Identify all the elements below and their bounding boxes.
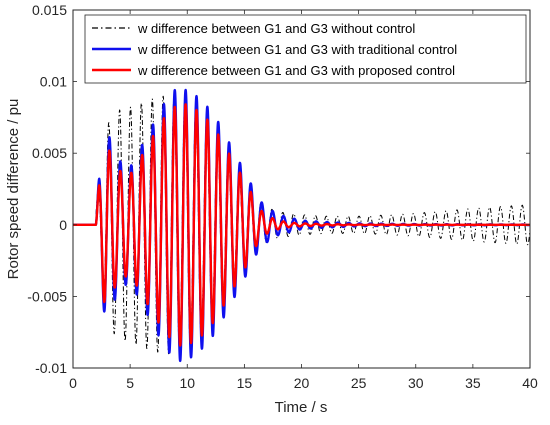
legend-box: [84, 14, 527, 84]
legend-label-proposed-control: w difference between G1 and G3 with prop…: [137, 63, 455, 78]
legend-label-traditional-control: w difference between G1 and G3 with trad…: [137, 42, 457, 57]
legend-label-without-control: w difference between G1 and G3 without c…: [137, 21, 415, 36]
y-tick-label: -0.005: [27, 288, 67, 304]
series-layer: [71, 88, 532, 363]
x-tick-label: 25: [351, 375, 367, 391]
tick-layer: 0 5 10 15 20 25 30 35 40 -0.01 -0.005 0 0.005 0.01 0.0…: [27, 2, 538, 391]
legend: w difference between G1 and G3 without c…: [84, 14, 527, 84]
series-line-proposed-control: [71, 103, 532, 347]
x-tick-label: 15: [237, 375, 253, 391]
x-tick-label: 35: [465, 375, 481, 391]
x-tick-label: 5: [126, 375, 134, 391]
y-tick-label: 0: [59, 217, 67, 233]
x-tick-label: 20: [294, 375, 310, 391]
y-axis-label: Rotor speed difference / pu: [5, 99, 22, 280]
y-tick-label: -0.01: [35, 360, 67, 376]
x-tick-label: 40: [522, 375, 538, 391]
y-tick-label: 0.005: [32, 145, 67, 161]
y-tick-label: 0.015: [32, 2, 67, 18]
x-tick-label: 30: [408, 375, 424, 391]
y-tick-label: 0.01: [40, 74, 67, 90]
x-tick-label: 10: [179, 375, 195, 391]
x-tick-label: 0: [69, 375, 77, 391]
x-axis-label: Time / s: [275, 399, 328, 416]
